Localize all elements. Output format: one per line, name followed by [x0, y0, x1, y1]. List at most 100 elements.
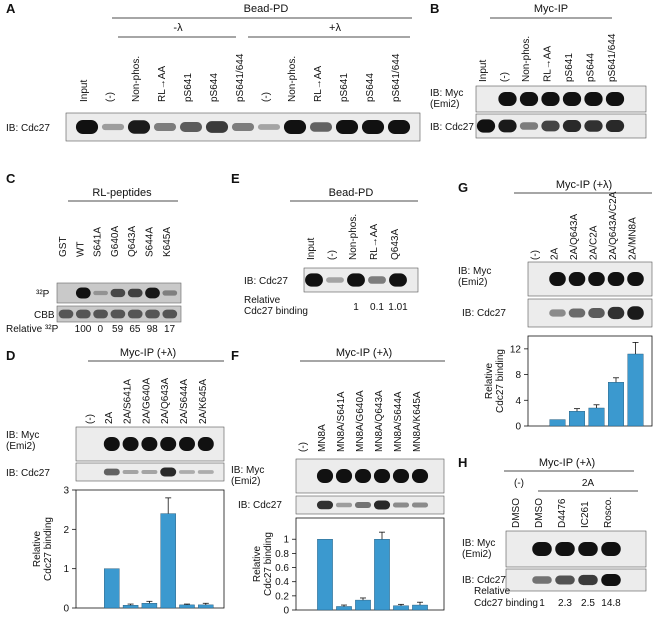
panel-header: Bead-PD	[244, 3, 289, 15]
lane-label: 2A/Q643A	[160, 378, 171, 424]
lane-label: WT	[75, 241, 86, 257]
protein-band	[568, 308, 586, 318]
blot-label: (Emi2)	[462, 549, 491, 560]
lane-label: pS641	[339, 73, 350, 102]
protein-band	[584, 92, 603, 106]
protein-band	[93, 309, 108, 319]
lane-label: MN8A	[317, 424, 328, 452]
bar	[198, 604, 214, 609]
lane-label: Q643A	[390, 229, 401, 260]
lane-label: pS641/644	[235, 53, 246, 102]
panel-letter: F	[231, 348, 239, 363]
protein-band	[179, 437, 195, 451]
group-minus-lambda: -λ	[173, 22, 183, 34]
lane-label: Non-phos.	[287, 56, 298, 102]
y-axis-label: Relative	[484, 363, 495, 400]
lane-label: Rosco.	[603, 497, 614, 528]
y-axis-label: Cdc27 binding	[263, 532, 274, 596]
bar	[569, 411, 586, 427]
protein-band	[498, 119, 517, 133]
protein-band	[392, 469, 410, 483]
blot-label: IB: Myc	[6, 430, 39, 441]
bar	[549, 419, 566, 427]
relative-value: 2.5	[581, 598, 595, 609]
protein-band	[387, 120, 411, 134]
protein-band	[326, 277, 344, 283]
panel-header: Myc-IP (+λ)	[120, 347, 176, 359]
protein-band	[110, 309, 126, 319]
protein-band	[555, 575, 575, 585]
blot-label: IB: Cdc27	[6, 468, 50, 479]
relative-value: 2.3	[558, 598, 572, 609]
panel-letter: D	[6, 348, 15, 363]
lane-label: GST	[58, 236, 69, 257]
panel-header: Myc-IP (+λ)	[336, 347, 392, 359]
lane-label: 2A/C2A	[589, 225, 600, 260]
blot-label: IB: Cdc27	[6, 123, 50, 134]
protein-band	[335, 120, 359, 134]
protein-band	[153, 122, 177, 132]
bar	[104, 568, 120, 609]
protein-band	[316, 500, 334, 510]
protein-band	[354, 469, 372, 483]
relative-label-line1: Relative	[474, 586, 511, 597]
lane-label: MN8A/G640A	[355, 390, 366, 452]
relative-value: 17	[164, 324, 176, 335]
lane-label: MN8A/Q643A	[374, 390, 385, 452]
protein-band	[101, 123, 125, 131]
protein-band	[103, 437, 120, 451]
lane-label: RL→AA	[313, 66, 324, 102]
protein-band	[257, 124, 281, 130]
lane-label: RL→AA	[369, 224, 380, 260]
protein-band	[607, 306, 625, 320]
protein-band	[316, 469, 334, 483]
bar	[627, 353, 644, 427]
protein-band	[127, 120, 151, 134]
protein-band	[145, 287, 160, 299]
relative-label-line2: Cdc27 binding	[244, 306, 308, 317]
lane-label: pS644	[209, 73, 220, 102]
panel-letter: C	[6, 171, 16, 186]
y-axis-label: Relative	[32, 531, 43, 568]
lane-label: Input	[478, 60, 489, 82]
lane-label: Non-phos.	[521, 36, 532, 82]
relative-value: 59	[112, 324, 124, 335]
protein-band	[354, 501, 372, 509]
protein-band	[498, 92, 517, 106]
protein-band	[122, 469, 139, 475]
lane-label: 2A	[550, 247, 561, 260]
blot-label: (Emi2)	[430, 99, 459, 110]
panel-e: E Bead-PD Input (-) Non-phos. RL→AA Q643A IB…	[231, 171, 419, 317]
bar	[393, 605, 409, 611]
protein-band	[568, 272, 586, 286]
relative-value: 14.8	[601, 598, 621, 609]
panel-header: Myc-IP (+λ)	[539, 457, 595, 469]
relative-value: 1.01	[388, 302, 408, 313]
protein-band	[368, 276, 386, 284]
protein-band	[160, 467, 177, 477]
lane-label: MN8A/S641A	[336, 391, 347, 452]
protein-band	[373, 469, 391, 483]
bar	[122, 605, 139, 609]
lane-label: S644A	[145, 227, 156, 257]
protein-band	[347, 273, 365, 287]
blot-label: IB: Cdc27	[238, 500, 282, 511]
relative-value: 0	[98, 324, 104, 335]
y-tick-label: 0	[283, 606, 289, 617]
blot-image	[505, 568, 647, 592]
panel-letter: A	[6, 1, 16, 16]
protein-band	[197, 470, 214, 474]
lane-label: pS644	[365, 73, 376, 102]
protein-band	[127, 309, 143, 319]
protein-band	[588, 272, 605, 286]
y-axis-label: Cdc27 binding	[43, 517, 54, 581]
panel-c: C RL-peptides GST WT S641A G640A Q643A S644A K…	[6, 171, 182, 335]
protein-band	[283, 120, 307, 134]
protein-band	[549, 309, 566, 317]
relative-value: 1	[353, 302, 359, 313]
lane-label: 2A/S641A	[123, 379, 134, 424]
protein-band	[411, 469, 429, 483]
protein-band	[162, 290, 178, 296]
y-axis-label: Relative	[252, 546, 263, 583]
